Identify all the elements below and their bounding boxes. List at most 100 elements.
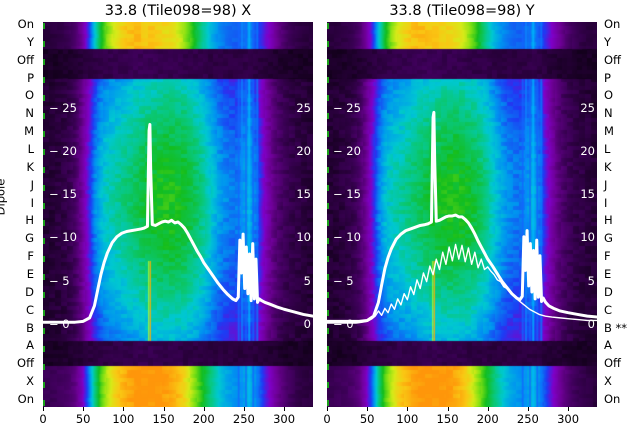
x-tick-label-150: 150 bbox=[152, 412, 175, 426]
category-label-left-2: Off bbox=[17, 52, 34, 67]
x-tick-mark bbox=[243, 407, 245, 411]
category-tick-marker bbox=[327, 310, 329, 317]
inner-ytick-left-10: − 10 bbox=[49, 230, 77, 245]
category-tick-marker bbox=[43, 364, 45, 371]
panel-title-y: 33.8 (Tile098=98) Y bbox=[389, 3, 535, 19]
inner-ytick-left-10: − 10 bbox=[333, 230, 361, 245]
category-label-right-12: G bbox=[604, 231, 613, 246]
inner-ytick-right-20: 20 bbox=[296, 144, 311, 159]
x-tick-label-50: 50 bbox=[75, 412, 91, 426]
category-label-right-6: M bbox=[604, 124, 614, 139]
inner-ytick-right-10: 10 bbox=[296, 230, 311, 245]
category-tick-marker bbox=[43, 94, 45, 101]
category-label-right-19: Off bbox=[604, 356, 621, 371]
inner-ytick-right-25: 25 bbox=[296, 100, 311, 115]
category-label-right-18: A bbox=[604, 338, 612, 353]
category-tick-marker bbox=[327, 58, 329, 65]
category-tick-marker bbox=[43, 130, 45, 137]
category-tick-marker bbox=[327, 40, 329, 47]
category-label-left-9: J bbox=[30, 177, 34, 192]
x-tick-label-300: 300 bbox=[557, 412, 580, 426]
category-tick-marker bbox=[327, 382, 329, 389]
category-label-left-14: E bbox=[26, 267, 34, 281]
category-label-left-12: G bbox=[25, 231, 34, 246]
inner-ytick-left-0: − 0 bbox=[333, 316, 354, 331]
category-label-right-13: F bbox=[604, 249, 611, 264]
category-tick-marker bbox=[43, 184, 45, 191]
spectrum-trace-group-x bbox=[43, 122, 313, 324]
x-axis-panel-y: 0 50 100 150 200 250 300 bbox=[323, 407, 597, 440]
category-tick-marker bbox=[43, 220, 45, 227]
inner-ytick-left-0: − 0 bbox=[49, 316, 70, 331]
x-tick-label-100: 100 bbox=[112, 412, 135, 426]
category-tick-marker bbox=[43, 202, 45, 209]
category-label-left-6: M bbox=[24, 124, 34, 139]
category-tick-marker bbox=[43, 76, 45, 83]
category-label-left-18: A bbox=[26, 338, 34, 353]
x-tick-mark bbox=[163, 407, 165, 411]
waterfall-panel-y[interactable]: − 0 0 − 5 5 − 10 10 − 15 15 − 20 20 − 25 25 bbox=[327, 22, 597, 407]
x-tick-label-150: 150 bbox=[436, 412, 459, 426]
category-tick-marker bbox=[43, 310, 45, 317]
category-label-left-11: H bbox=[25, 213, 34, 228]
inner-ytick-right-15: 15 bbox=[580, 187, 595, 202]
category-tick-marker bbox=[327, 148, 329, 155]
category-label-left-21: On bbox=[17, 392, 34, 406]
category-axis-left: On Y Off P O N M L K J I H G F E D C B A Off X On bbox=[0, 18, 38, 407]
category-label-left-20: X bbox=[26, 374, 34, 389]
category-tick-marker bbox=[327, 274, 329, 281]
waterfall-image-x bbox=[43, 22, 313, 407]
x-tick-mark bbox=[447, 407, 449, 411]
category-tick-marker bbox=[43, 274, 45, 281]
category-label-right-5: N bbox=[604, 106, 613, 121]
inner-ytick-right-5: 5 bbox=[303, 273, 311, 288]
spectrum-trace-x-0 bbox=[43, 122, 313, 324]
category-label-left-0: On bbox=[17, 17, 34, 31]
category-tick-marker bbox=[327, 130, 329, 137]
category-label-left-1: Y bbox=[26, 34, 34, 49]
category-label-right-4: O bbox=[604, 88, 614, 103]
category-label-left-15: D bbox=[25, 284, 34, 299]
category-label-left-8: K bbox=[26, 159, 34, 174]
waterfall-panel-x[interactable]: − 0 0 − 5 5 − 10 10 − 15 15 − 20 20 − 25 25 bbox=[43, 22, 313, 407]
category-label-right-17: B ** bbox=[604, 320, 628, 335]
x-tick-label-200: 200 bbox=[476, 412, 499, 426]
category-tick-marker bbox=[43, 40, 45, 47]
category-tick-marker bbox=[43, 23, 45, 29]
category-label-right-8: K bbox=[604, 159, 612, 174]
inner-ytick-right-15: 15 bbox=[296, 187, 311, 202]
x-tick-mark bbox=[568, 407, 570, 411]
category-tick-marker bbox=[327, 292, 329, 299]
category-tick-marker bbox=[43, 400, 45, 406]
spectrum-trace-y-1 bbox=[327, 243, 597, 324]
category-tick-marker bbox=[327, 238, 329, 245]
inner-ytick-right-0: 0 bbox=[303, 316, 311, 331]
category-tick-marker bbox=[43, 112, 45, 119]
inner-ytick-left-20: − 20 bbox=[333, 144, 361, 159]
category-tick-marker bbox=[327, 184, 329, 191]
category-tick-marker bbox=[327, 256, 329, 263]
category-label-left-7: L bbox=[27, 142, 34, 156]
x-tick-label-250: 250 bbox=[232, 412, 255, 426]
category-tick-marker bbox=[43, 238, 45, 245]
category-tick-marker bbox=[327, 220, 329, 227]
category-tick-marker bbox=[43, 328, 45, 335]
category-label-left-19: Off bbox=[17, 356, 34, 371]
category-label-right-2: Off bbox=[604, 52, 621, 67]
category-tick-marker bbox=[43, 58, 45, 65]
inner-ytick-left-25: − 25 bbox=[49, 100, 77, 115]
inner-ytick-left-15: − 15 bbox=[49, 187, 77, 202]
x-tick-mark bbox=[327, 407, 328, 411]
inner-ytick-left-5: − 5 bbox=[333, 273, 354, 288]
category-axis-right: On Y Off P O N M L K J I H G F E D C B ** A Off X On bbox=[600, 18, 640, 407]
inner-ytick-right-0: 0 bbox=[587, 316, 595, 331]
category-label-left-3: P bbox=[27, 70, 34, 85]
spectrum-trace-y-0 bbox=[327, 110, 597, 323]
category-tick-marker bbox=[327, 328, 329, 335]
category-label-right-0: On bbox=[604, 17, 621, 31]
category-label-right-7: L bbox=[604, 142, 611, 156]
inner-ytick-right-25: 25 bbox=[580, 100, 595, 115]
inner-ytick-left-20: − 20 bbox=[49, 144, 77, 159]
x-tick-label-0: 0 bbox=[39, 412, 47, 426]
x-tick-mark bbox=[407, 407, 409, 411]
